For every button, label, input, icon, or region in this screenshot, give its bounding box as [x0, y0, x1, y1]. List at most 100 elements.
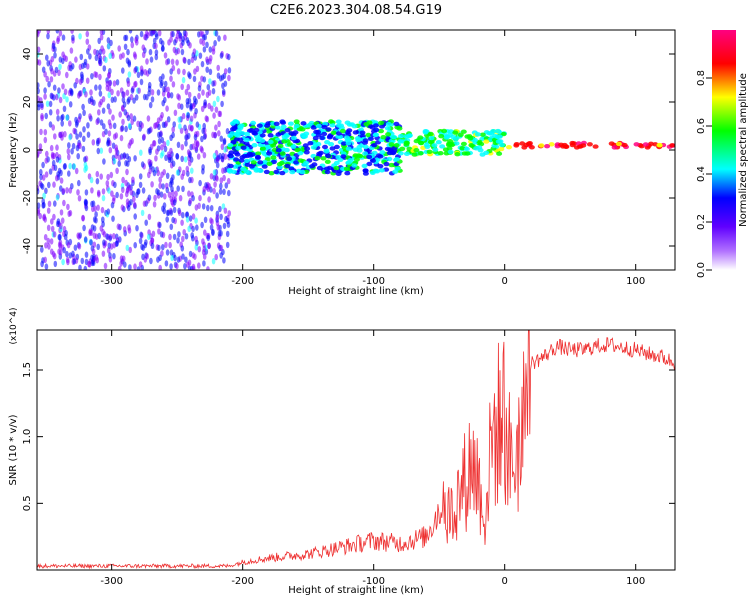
spectrogram-cell: [167, 39, 171, 46]
spectrogram-cell: [38, 143, 43, 150]
spectrogram-cell: [197, 262, 201, 269]
spectrogram-cell: [61, 187, 66, 195]
spectrogram-cell: [95, 118, 99, 126]
spectrogram-cell: [344, 171, 351, 176]
spectrogram-cell: [224, 182, 229, 189]
spectrogram-cell: [129, 189, 134, 196]
spectrogram-cell: [202, 245, 207, 252]
spectrogram-cell: [101, 250, 106, 257]
spectrogram-cell: [154, 42, 158, 50]
spectrogram-cell: [52, 94, 56, 101]
spectrogram-cell: [432, 147, 439, 152]
spectrogram-cell: [65, 114, 69, 121]
spectrogram-cell: [73, 82, 77, 89]
spectrogram-cell: [222, 174, 226, 182]
spectrogram-cell: [43, 234, 48, 241]
y-tick-label: 1.0: [22, 429, 33, 445]
spectrogram-cell: [170, 254, 174, 262]
spectrogram-cell: [165, 105, 169, 112]
spectrogram-cell: [611, 145, 618, 150]
spectrogram-cell: [121, 67, 125, 74]
spectrogram-cell: [426, 149, 433, 154]
spectrogram-cell: [206, 84, 211, 91]
spectrogram-cell: [122, 101, 127, 108]
spectrogram-cell: [89, 239, 93, 246]
spectrogram-cell: [61, 34, 66, 41]
spectrogram-cell: [86, 131, 91, 138]
spectrogram-cell: [58, 249, 63, 256]
spectrogram-cell: [81, 145, 86, 153]
spectrogram-cell: [51, 124, 55, 131]
spectrogram-cell: [128, 139, 133, 146]
spectrogram-cell: [163, 193, 167, 200]
spectrogram-cell: [130, 36, 134, 43]
spectrogram-image: [37, 30, 675, 270]
spectrogram-cell: [192, 48, 197, 55]
spectrogram-cell: [164, 154, 168, 161]
spectrogram-cell: [206, 234, 211, 242]
spectrogram-cell: [184, 134, 188, 141]
spectrogram-cell: [97, 37, 101, 45]
spectrogram-cell: [376, 153, 382, 158]
spectrogram-cell: [261, 151, 268, 156]
spectrogram-cell: [57, 87, 61, 94]
spectrogram-cell: [55, 144, 59, 151]
snr-series-line: [37, 330, 675, 570]
spectrogram-cell: [83, 236, 88, 243]
spectrogram-cell: [335, 131, 342, 136]
spectrogram-cell: [107, 91, 112, 99]
spectrogram-cell: [78, 78, 83, 85]
spectrogram-cell: [69, 88, 74, 96]
spectrogram-cell: [121, 186, 125, 193]
spectrogram-cell: [102, 158, 106, 165]
spectrogram-cell: [495, 139, 502, 144]
colorbar-label: Normalized spectral amplitude: [738, 73, 749, 227]
spectrogram-cell: [162, 86, 166, 93]
spectrogram-cell: [169, 156, 174, 164]
spectrogram-cell: [217, 130, 221, 137]
spectrogram-cell: [148, 146, 152, 154]
spectrogram-cell: [168, 241, 172, 249]
spectrogram-cell: [44, 242, 48, 249]
spectrogram-cell: [293, 123, 300, 129]
spectrogram-cell: [427, 131, 434, 137]
spectrogram-cell: [191, 102, 196, 110]
spectrogram-cell: [227, 143, 234, 148]
spectrogram-cell: [142, 133, 146, 140]
colorbar-tick-label: 0.4: [696, 166, 707, 182]
spectrogram-cell: [181, 235, 185, 243]
spectrogram-cell: [183, 263, 187, 270]
y-tick-label: 0: [22, 147, 33, 153]
spectrogram-cell: [452, 130, 459, 135]
x-tick-label: -100: [362, 576, 385, 587]
spectrogram-cell: [180, 219, 184, 226]
spectrogram-cell: [156, 189, 161, 196]
spectrogram-cell: [177, 102, 181, 110]
spectrogram-cell: [120, 125, 125, 132]
spectrogram-cell: [248, 164, 255, 169]
spectrogram-cell: [72, 127, 76, 135]
spectrogram-cell: [136, 266, 141, 270]
colorbar-tick-label: 0.8: [696, 70, 707, 86]
spectrogram-cell: [393, 143, 400, 148]
spectrogram-cell: [314, 156, 321, 161]
spectrogram-cell: [217, 110, 222, 118]
spectrogram-cell: [46, 33, 50, 40]
spectrogram-cell: [53, 200, 57, 207]
spectrogram-cell: [141, 187, 146, 194]
spectrogram-cell: [435, 140, 442, 145]
spectrogram-cell: [205, 56, 209, 63]
spectrogram-cell: [140, 161, 145, 168]
spectrogram-cell: [177, 116, 182, 123]
spectrogram-cell: [259, 146, 266, 151]
spectrogram-cell: [212, 100, 217, 108]
spectrogram-cell: [38, 212, 42, 220]
spectrogram-cell: [159, 231, 164, 238]
spectrogram-cell: [286, 156, 293, 161]
spectrogram-cell: [385, 132, 392, 137]
spectrogram-cell: [235, 145, 242, 151]
spectrogram-cell: [127, 71, 132, 78]
spectrogram-cell: [417, 151, 424, 156]
spectrogram-cell: [59, 222, 63, 230]
spectrogram-cell: [43, 129, 48, 136]
